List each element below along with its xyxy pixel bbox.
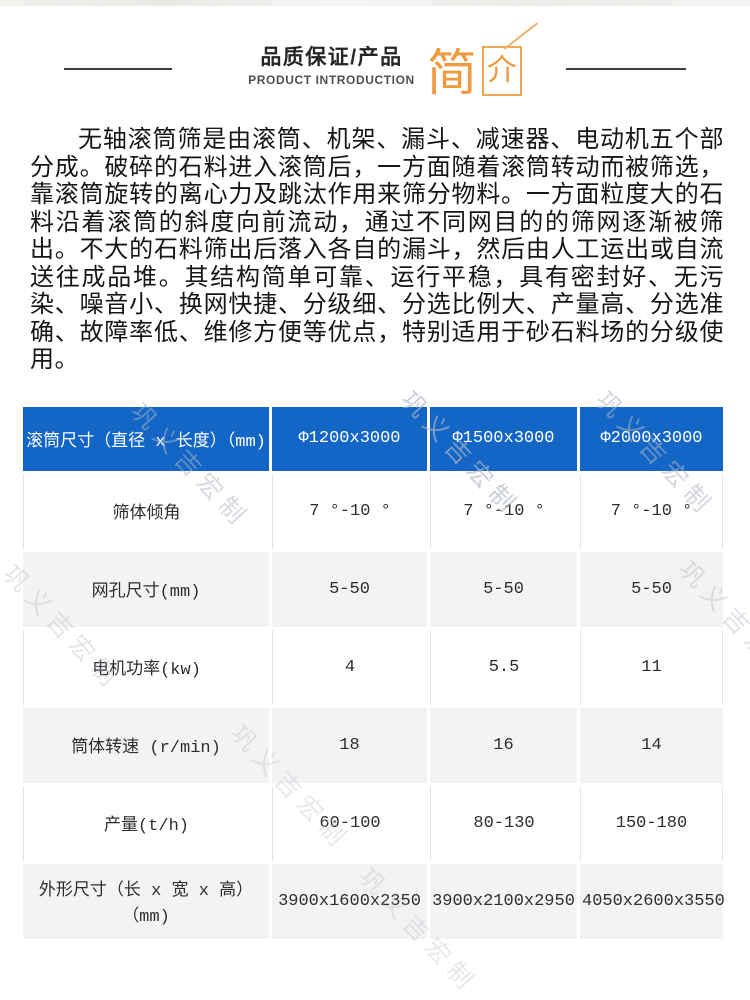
row-label: 产量(t/h): [23, 786, 269, 861]
table-row-mesh-size: 网孔尺寸(mm) 5-50 5-50 5-50: [23, 552, 723, 627]
table-row-drum-speed: 筒体转速 (r/min) 18 16 14: [23, 708, 723, 783]
cell-value: 7 °-10 °: [580, 474, 723, 549]
row-label: 筛体倾角: [23, 474, 269, 549]
cell-value: 5-50: [272, 552, 427, 627]
cell-value: 16: [430, 708, 577, 783]
cell-value: 5-50: [430, 552, 577, 627]
spec-header-model-3: Φ2000x3000: [580, 407, 723, 471]
jianjie-logo: 简 介: [427, 30, 544, 98]
logo-char-jie-box: 介: [482, 46, 522, 96]
header-title-block: 品质保证/产品 PRODUCT INTRODUCTION: [248, 41, 415, 87]
spec-header-label: 滚筒尺寸（直径 x 长度）（mm): [23, 407, 269, 471]
section-title-cn: 品质保证/产品: [248, 41, 415, 71]
cell-value: 4050x2600x3550: [580, 864, 723, 939]
logo-char-jian: 简: [427, 48, 477, 98]
cell-value: 5.5: [430, 630, 577, 705]
cell-value: 150-180: [580, 786, 723, 861]
section-title-en: PRODUCT INTRODUCTION: [248, 73, 415, 87]
spec-header-model-2: Φ1500x3000: [430, 407, 577, 471]
cell-value: 60-100: [272, 786, 427, 861]
section-header: 品质保证/产品 PRODUCT INTRODUCTION 简 介: [0, 28, 750, 100]
row-label: 筒体转速 (r/min): [23, 708, 269, 783]
logo-char-jie: 介: [487, 56, 517, 86]
table-row-overall-dimensions: 外形尺寸（长 x 宽 x 高）（mm) 3900x1600x2350 3900x…: [23, 864, 723, 939]
cell-value: 3900x2100x2950: [430, 864, 577, 939]
row-label: 电机功率(kw): [23, 630, 269, 705]
spec-header-row: 滚筒尺寸（直径 x 长度）（mm) Φ1200x3000 Φ1500x3000 …: [23, 407, 723, 471]
cell-value: 5-50: [580, 552, 723, 627]
table-row-incline: 筛体倾角 7 °-10 ° 7 °-10 ° 7 °-10 °: [23, 474, 723, 549]
spec-table-wrap: 滚筒尺寸（直径 x 长度）（mm) Φ1200x3000 Φ1500x3000 …: [0, 404, 750, 942]
header-rule-left: [64, 68, 172, 70]
header-rule-right: [566, 68, 686, 70]
table-row-motor-power: 电机功率(kw) 4 5.5 11: [23, 630, 723, 705]
cell-value: 7 °-10 °: [430, 474, 577, 549]
row-label: 网孔尺寸(mm): [23, 552, 269, 627]
row-label: 外形尺寸（长 x 宽 x 高）（mm): [23, 864, 269, 939]
cell-value: 3900x1600x2350: [272, 864, 427, 939]
top-window-edge: [0, 0, 750, 6]
logo-diagonal-line-icon: [504, 22, 538, 49]
cell-value: 11: [580, 630, 723, 705]
cell-value: 18: [272, 708, 427, 783]
page: 品质保证/产品 PRODUCT INTRODUCTION 简 介 无轴滚筒筛是由…: [0, 0, 750, 942]
spec-header-model-1: Φ1200x3000: [272, 407, 427, 471]
intro-paragraph: 无轴滚筒筛是由滚筒、机架、漏斗、减速器、电动机五个部分成。破碎的石料进入滚筒后，…: [30, 126, 724, 374]
cell-value: 14: [580, 708, 723, 783]
table-row-capacity: 产量(t/h) 60-100 80-130 150-180: [23, 786, 723, 861]
cell-value: 4: [272, 630, 427, 705]
spec-table: 滚筒尺寸（直径 x 长度）（mm) Φ1200x3000 Φ1500x3000 …: [20, 404, 726, 942]
cell-value: 80-130: [430, 786, 577, 861]
cell-value: 7 °-10 °: [272, 474, 427, 549]
